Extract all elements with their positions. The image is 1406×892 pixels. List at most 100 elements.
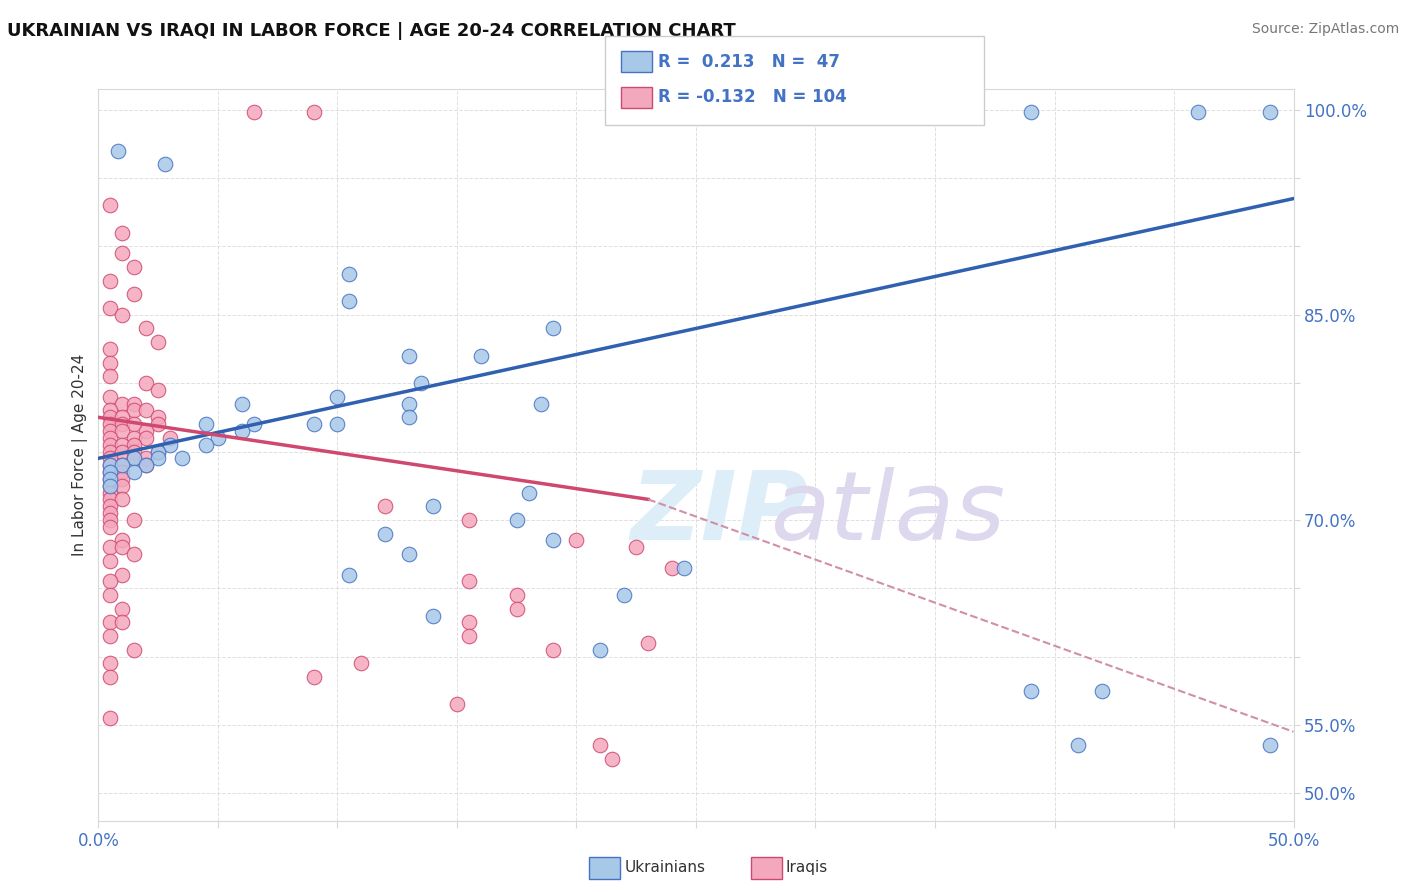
Point bbox=[155, 157, 177, 171]
Point bbox=[876, 105, 898, 120]
Point bbox=[243, 105, 266, 120]
Text: Iraqis: Iraqis bbox=[786, 861, 828, 875]
Point bbox=[98, 472, 122, 486]
Point bbox=[98, 369, 122, 384]
Point bbox=[661, 560, 683, 574]
Point bbox=[135, 458, 157, 472]
Point bbox=[1187, 105, 1209, 120]
Text: UKRAINIAN VS IRAQI IN LABOR FORCE | AGE 20-24 CORRELATION CHART: UKRAINIAN VS IRAQI IN LABOR FORCE | AGE … bbox=[7, 22, 735, 40]
Point bbox=[98, 657, 122, 671]
Point bbox=[111, 472, 134, 486]
Point bbox=[135, 424, 157, 438]
Point bbox=[98, 472, 122, 486]
Point bbox=[148, 335, 170, 350]
Point bbox=[517, 485, 540, 500]
Point bbox=[111, 397, 134, 411]
Point bbox=[98, 451, 122, 466]
Point bbox=[948, 105, 970, 120]
Point bbox=[135, 451, 157, 466]
Point bbox=[135, 376, 157, 391]
Point bbox=[98, 554, 122, 568]
Point bbox=[111, 540, 134, 554]
Point bbox=[530, 397, 553, 411]
Point bbox=[98, 458, 122, 472]
Point bbox=[148, 444, 170, 458]
Point bbox=[339, 267, 361, 281]
Point bbox=[458, 615, 481, 630]
Point bbox=[506, 513, 529, 527]
Point bbox=[326, 417, 349, 432]
Point bbox=[506, 601, 529, 615]
Point bbox=[148, 444, 170, 458]
Point bbox=[98, 485, 122, 500]
Point bbox=[172, 451, 194, 466]
Point bbox=[398, 349, 420, 363]
Point bbox=[422, 499, 444, 513]
Point bbox=[111, 492, 134, 507]
Point bbox=[148, 417, 170, 432]
Point bbox=[124, 642, 146, 657]
Point bbox=[111, 567, 134, 582]
Point bbox=[98, 588, 122, 602]
Point bbox=[98, 390, 122, 404]
Point bbox=[302, 670, 325, 684]
Point bbox=[111, 410, 134, 425]
Point bbox=[111, 533, 134, 548]
Point bbox=[98, 670, 122, 684]
Point bbox=[1067, 739, 1090, 753]
Point bbox=[458, 574, 481, 589]
Point bbox=[398, 547, 420, 561]
Point bbox=[135, 403, 157, 417]
Point bbox=[565, 533, 588, 548]
Point bbox=[98, 478, 122, 492]
Point bbox=[111, 438, 134, 452]
Point bbox=[98, 356, 122, 370]
Point bbox=[107, 144, 129, 158]
Point bbox=[98, 198, 122, 212]
Point bbox=[98, 513, 122, 527]
Point bbox=[470, 349, 492, 363]
Point bbox=[804, 105, 827, 120]
Point bbox=[231, 397, 253, 411]
Point bbox=[195, 417, 218, 432]
Point bbox=[124, 260, 146, 274]
Point bbox=[111, 444, 134, 458]
Point bbox=[124, 451, 146, 466]
Point bbox=[637, 636, 659, 650]
Point bbox=[98, 431, 122, 445]
Point bbox=[98, 711, 122, 725]
Point bbox=[135, 458, 157, 472]
Point bbox=[111, 615, 134, 630]
Text: R = -0.132   N = 104: R = -0.132 N = 104 bbox=[658, 88, 846, 106]
Point bbox=[302, 105, 325, 120]
Text: Ukrainians: Ukrainians bbox=[624, 861, 706, 875]
Point bbox=[124, 397, 146, 411]
Point bbox=[111, 601, 134, 615]
Point bbox=[446, 698, 468, 712]
Point bbox=[111, 246, 134, 260]
Point bbox=[98, 506, 122, 520]
Point bbox=[458, 629, 481, 643]
Point bbox=[98, 574, 122, 589]
Point bbox=[98, 458, 122, 472]
Point bbox=[98, 519, 122, 533]
Point bbox=[98, 424, 122, 438]
Point bbox=[98, 492, 122, 507]
Point bbox=[111, 465, 134, 479]
Point bbox=[111, 478, 134, 492]
Point bbox=[124, 547, 146, 561]
Text: Source: ZipAtlas.com: Source: ZipAtlas.com bbox=[1251, 22, 1399, 37]
Point bbox=[111, 417, 134, 432]
Point bbox=[111, 226, 134, 240]
Point bbox=[135, 321, 157, 335]
Point bbox=[1258, 105, 1281, 120]
Point bbox=[673, 560, 696, 574]
Point bbox=[148, 383, 170, 397]
Point bbox=[159, 438, 181, 452]
Point bbox=[195, 438, 218, 452]
Point bbox=[98, 410, 122, 425]
Point bbox=[98, 478, 122, 492]
Point bbox=[589, 642, 612, 657]
Point bbox=[207, 431, 229, 445]
Point bbox=[326, 390, 349, 404]
